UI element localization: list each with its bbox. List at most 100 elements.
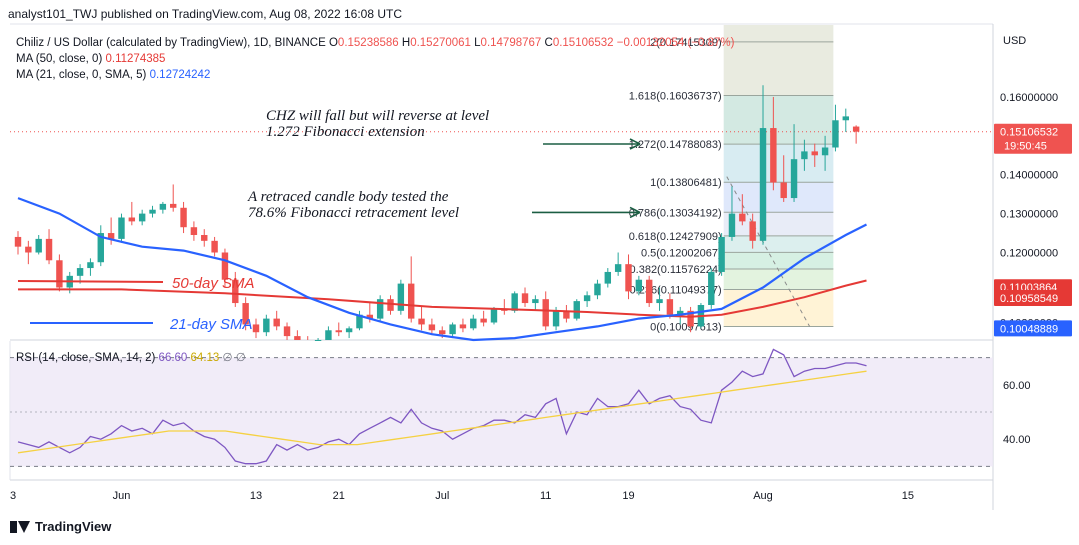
candle-body	[625, 264, 632, 292]
candle-body	[263, 318, 270, 333]
price-badge-bg	[994, 320, 1072, 337]
candle-body	[138, 213, 146, 222]
publisher-header: analyst101_TWJ published on TradingView.…	[8, 7, 403, 21]
candle	[666, 293, 674, 319]
price-change: −0.00132054 (−0.87%)	[616, 37, 735, 49]
price-axis-badge: 0.10048889	[994, 320, 1072, 337]
ma50-value: 0.11274385	[105, 53, 166, 65]
candle	[118, 213, 125, 243]
candle-body	[490, 308, 498, 323]
price-axis-badge: 0.15106532 19:50:45	[994, 123, 1072, 154]
fib-level-label: 0.5(0.12002067)	[641, 247, 722, 259]
annotation-arrow-head	[629, 138, 641, 150]
candle	[832, 104, 839, 152]
candle-body	[418, 318, 425, 325]
price-badge-bg	[994, 123, 1072, 154]
time-tick-label: 3	[10, 490, 16, 502]
candle	[314, 338, 322, 341]
candle	[252, 318, 260, 339]
ma50-annotation: 50-day SMA	[172, 275, 255, 292]
candle	[821, 135, 829, 171]
candle-body	[594, 283, 601, 296]
candle	[87, 258, 94, 276]
rsi-sma-value: 64.13	[190, 352, 220, 364]
candle	[708, 268, 715, 309]
candle-body	[221, 252, 229, 280]
candle-body	[511, 293, 518, 311]
candle-body	[687, 310, 694, 327]
candle	[801, 139, 808, 171]
candle	[842, 108, 849, 132]
candle	[325, 326, 332, 340]
annotation-text: 78.6% Fibonacci retracement level	[248, 205, 459, 221]
candle-body	[832, 120, 839, 148]
candle-body	[480, 318, 487, 323]
candle-body	[273, 318, 280, 327]
rsi-line	[17, 348, 867, 465]
candle	[759, 85, 767, 245]
fib-level-label: 0.382(0.11576224)	[630, 264, 722, 276]
candle	[635, 275, 643, 296]
candle-body	[87, 262, 94, 269]
ma21-legend: MA (21, close, 0, SMA, 5) 0.12724242	[16, 69, 210, 81]
candle-body	[521, 293, 529, 304]
price-tick-label: 0.16000000	[1000, 92, 1058, 104]
candle-body	[232, 279, 239, 304]
price-axis-badge: 0.10958549	[994, 290, 1072, 307]
candle-body	[345, 328, 353, 333]
price-series	[14, 85, 860, 341]
candle	[211, 236, 218, 257]
price-tick-label: 0.14000000	[1000, 170, 1058, 182]
candle	[614, 252, 622, 276]
candle-body	[387, 299, 394, 311]
fib-level-label: 0.236(0.11049377)	[630, 284, 722, 296]
fib-zone	[723, 95, 834, 145]
candle	[397, 279, 405, 315]
candle	[811, 143, 818, 167]
symbol-legend: Chiliz / US Dollar (calculated by Tradin…	[16, 37, 734, 49]
currency-label: USD	[1003, 35, 1026, 47]
candle	[335, 322, 342, 337]
candle	[501, 299, 508, 315]
time-tick-label: 21	[333, 490, 345, 502]
ohlc-values: O0.15238586 H0.15270061 L0.14798767 C0.1…	[329, 37, 614, 49]
candle	[459, 318, 467, 333]
candle-body	[604, 271, 612, 284]
candle-body	[159, 203, 167, 210]
candle	[376, 295, 384, 321]
candle-body	[852, 126, 860, 132]
ma50-legend: MA (50, close, 0) 0.11274385	[16, 53, 165, 65]
candle-body	[790, 159, 798, 199]
candle-body	[14, 236, 22, 247]
candle-body	[718, 236, 725, 272]
candle	[583, 291, 591, 307]
candle	[470, 314, 477, 331]
candle-body	[583, 295, 591, 302]
tradingview-footer[interactable]: TradingView	[10, 519, 111, 534]
candle	[407, 256, 415, 323]
candle	[273, 310, 280, 331]
candle	[532, 295, 539, 311]
candle-body	[552, 310, 560, 327]
candle-body	[749, 221, 756, 241]
candle-body	[428, 324, 436, 331]
price-badge-value: 0.10958549	[1000, 293, 1058, 305]
candle-body	[118, 217, 125, 239]
candle	[594, 279, 601, 300]
candle	[263, 314, 270, 337]
price-badge-value: 0.15106532	[1000, 127, 1058, 139]
candle-body	[635, 279, 643, 292]
candle	[97, 225, 104, 267]
fib-level-label: 2(0.17415309)	[650, 37, 722, 49]
time-tick-label: Jul	[435, 490, 449, 502]
candle	[645, 275, 653, 307]
candle-body	[242, 303, 249, 325]
candle	[159, 201, 167, 214]
candle-body	[842, 116, 849, 121]
candle	[294, 330, 301, 340]
candle	[356, 310, 363, 331]
candle	[739, 194, 746, 226]
candle-body	[35, 238, 42, 253]
candle-body	[149, 209, 156, 214]
